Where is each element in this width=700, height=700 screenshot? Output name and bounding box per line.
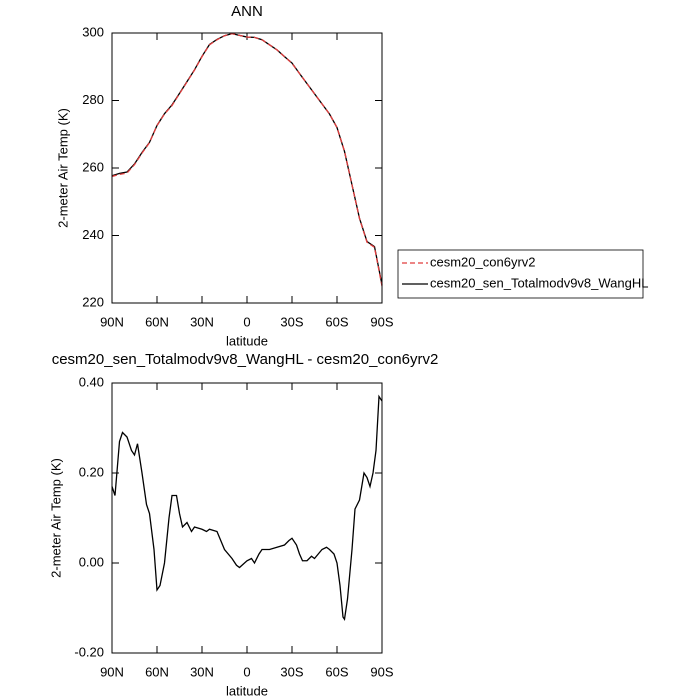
y-tick-label: 240	[82, 227, 104, 242]
chart-title: ANN	[231, 3, 263, 20]
x-tick-label: 60S	[325, 314, 348, 329]
y-tick-label: 0.40	[79, 374, 104, 389]
x-axis-label: latitude	[226, 683, 268, 698]
x-tick-label: 90S	[370, 664, 393, 679]
x-tick-label: 0	[243, 664, 250, 679]
x-tick-label: 90N	[100, 314, 124, 329]
y-tick-label: -0.20	[74, 644, 104, 659]
x-tick-label: 30N	[190, 314, 214, 329]
plot-frame	[111, 382, 383, 654]
y-tick-label: 0.20	[79, 464, 104, 479]
y-tick-label: 0.00	[79, 554, 104, 569]
y-tick-label: 260	[82, 159, 104, 174]
x-tick-label: 90S	[370, 314, 393, 329]
x-tick-label: 60S	[325, 664, 348, 679]
x-tick-label: 30S	[280, 314, 303, 329]
y-tick-label: 280	[82, 92, 104, 107]
y-tick-label: 300	[82, 24, 104, 39]
x-tick-label: 30S	[280, 664, 303, 679]
y-tick-label: 220	[82, 294, 104, 309]
legend-label: cesm20_sen_Totalmodv9v8_WangHL	[430, 275, 648, 290]
y-axis-label: 2-meter Air Temp (K)	[48, 458, 63, 578]
x-axis-label: latitude	[226, 333, 268, 348]
x-tick-label: 60N	[145, 664, 169, 679]
data-line	[111, 394, 383, 622]
legend-box	[397, 249, 644, 299]
y-axis-label: 2-meter Air Temp (K)	[55, 108, 70, 228]
x-tick-label: 30N	[190, 664, 214, 679]
x-tick-label: 0	[243, 314, 250, 329]
data-line	[111, 33, 383, 287]
plot-frame	[111, 32, 383, 304]
chart-title: cesm20_sen_Totalmodv9v8_WangHL - cesm20_…	[52, 351, 439, 368]
data-line	[111, 33, 383, 285]
legend-label: cesm20_con6yrv2	[430, 254, 536, 269]
x-tick-label: 90N	[100, 664, 124, 679]
x-tick-label: 60N	[145, 314, 169, 329]
